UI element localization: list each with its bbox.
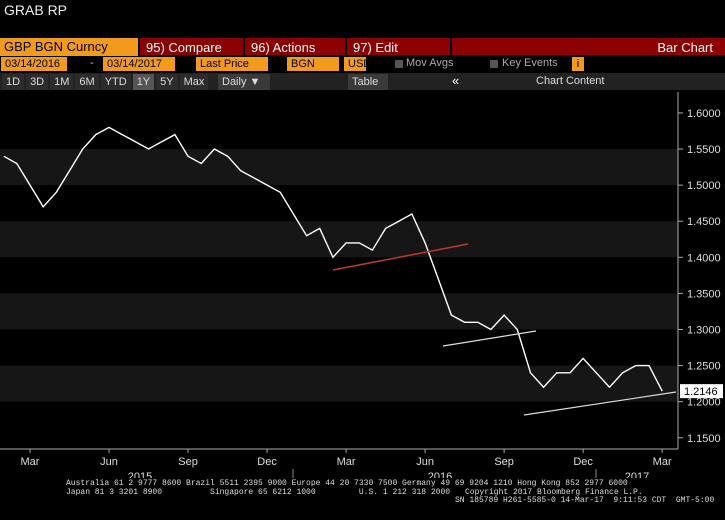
band [0,293,678,330]
y-tick-label: 1.4500 [687,216,721,228]
year-label: 2017 [625,471,649,478]
frequency-select[interactable]: Daily ▼ [218,74,270,90]
year-label: 2016 [428,471,452,478]
band [0,365,678,402]
mov-avgs[interactable]: Mov Avgs [406,57,454,69]
y-tick-label: 1.3000 [687,324,721,336]
x-tick-label: Mar [21,456,40,468]
key-events[interactable]: Key Events [502,57,558,69]
x-tick-label: Jun [100,456,118,468]
chart-content[interactable]: Chart Content [536,75,605,87]
collapse-button[interactable]: « [452,73,460,88]
y-tick-label: 1.6000 [687,108,721,120]
price-line [3,126,663,392]
checkbox[interactable] [490,60,498,68]
period-buttons: 1D 3D 1M 6M YTD 1Y 5Y Max [2,74,209,90]
chart-type: Bar Chart [452,38,725,55]
start-date[interactable]: 03/14/2016 [1,57,67,71]
x-tick-label: Mar [653,456,672,468]
period-button[interactable]: Max [179,74,209,90]
chart: 1.1500 1.2000 1.2500 1.3000 1.3500 1.4000 1.45… [0,92,723,478]
period-button[interactable]: 1Y [132,74,155,90]
x-tick-label: Dec [257,456,277,468]
copyright: Copyright 2017 Bloomberg Finance L.P. [465,488,643,497]
y-tick-label: 1.2000 [687,397,721,409]
checkbox[interactable] [395,60,403,68]
y-tick-label: 1.1500 [687,433,721,445]
x-tick-label: Sep [178,456,198,468]
currency-field[interactable]: USD [344,57,371,71]
band [0,149,678,186]
footer-line: Japan 81 3 3201 8900 Singapore 65 6212 1… [66,488,451,497]
year-label: 2015 [128,471,152,478]
band [0,221,678,258]
compare-button[interactable]: 95) Compare [140,38,243,55]
x-tick-label: Jun [416,456,434,468]
security-field[interactable]: GBP BGN Curncy [0,38,138,56]
period-button[interactable]: 1D [2,74,25,90]
last-price-box [680,384,723,399]
x-tick-label: Dec [573,456,593,468]
y-tick-label: 1.5000 [687,180,721,192]
y-tick-label: 1.2500 [687,361,721,373]
edit-button[interactable]: 97) Edit [347,38,450,55]
x-tick-label: Sep [494,456,514,468]
date-dash: - [90,57,94,69]
y-tick-label: 1.4000 [687,252,721,264]
field-select[interactable]: Last Price [196,57,268,71]
last-price: 1.2146 [684,386,718,398]
actions-button[interactable]: 96) Actions [245,38,345,55]
x-tick-label: Mar [337,456,356,468]
period-button[interactable]: 6M [75,74,99,90]
table-button[interactable]: Table [348,74,388,90]
info-button[interactable]: i [572,57,584,71]
source-field[interactable]: BGN [287,57,339,71]
session-info: SN 185789 H261-5585-0 14-Mar-17 9:11:53 … [455,496,715,505]
period-button[interactable]: 1M [50,74,74,90]
trend-line [523,391,677,416]
y-tick-label: 1.3500 [687,288,721,300]
end-date[interactable]: 03/14/2017 [103,57,175,71]
period-button[interactable]: 5Y [156,74,178,90]
period-button[interactable]: 3D [26,74,49,90]
footer-line: Australia 61 2 9777 8600 Brazil 5511 239… [66,479,628,488]
period-button[interactable]: YTD [100,74,131,90]
window-title: GRAB RP [4,2,68,18]
y-tick-label: 1.5500 [687,144,721,156]
trend-line [442,330,537,347]
trend-line [332,243,469,271]
